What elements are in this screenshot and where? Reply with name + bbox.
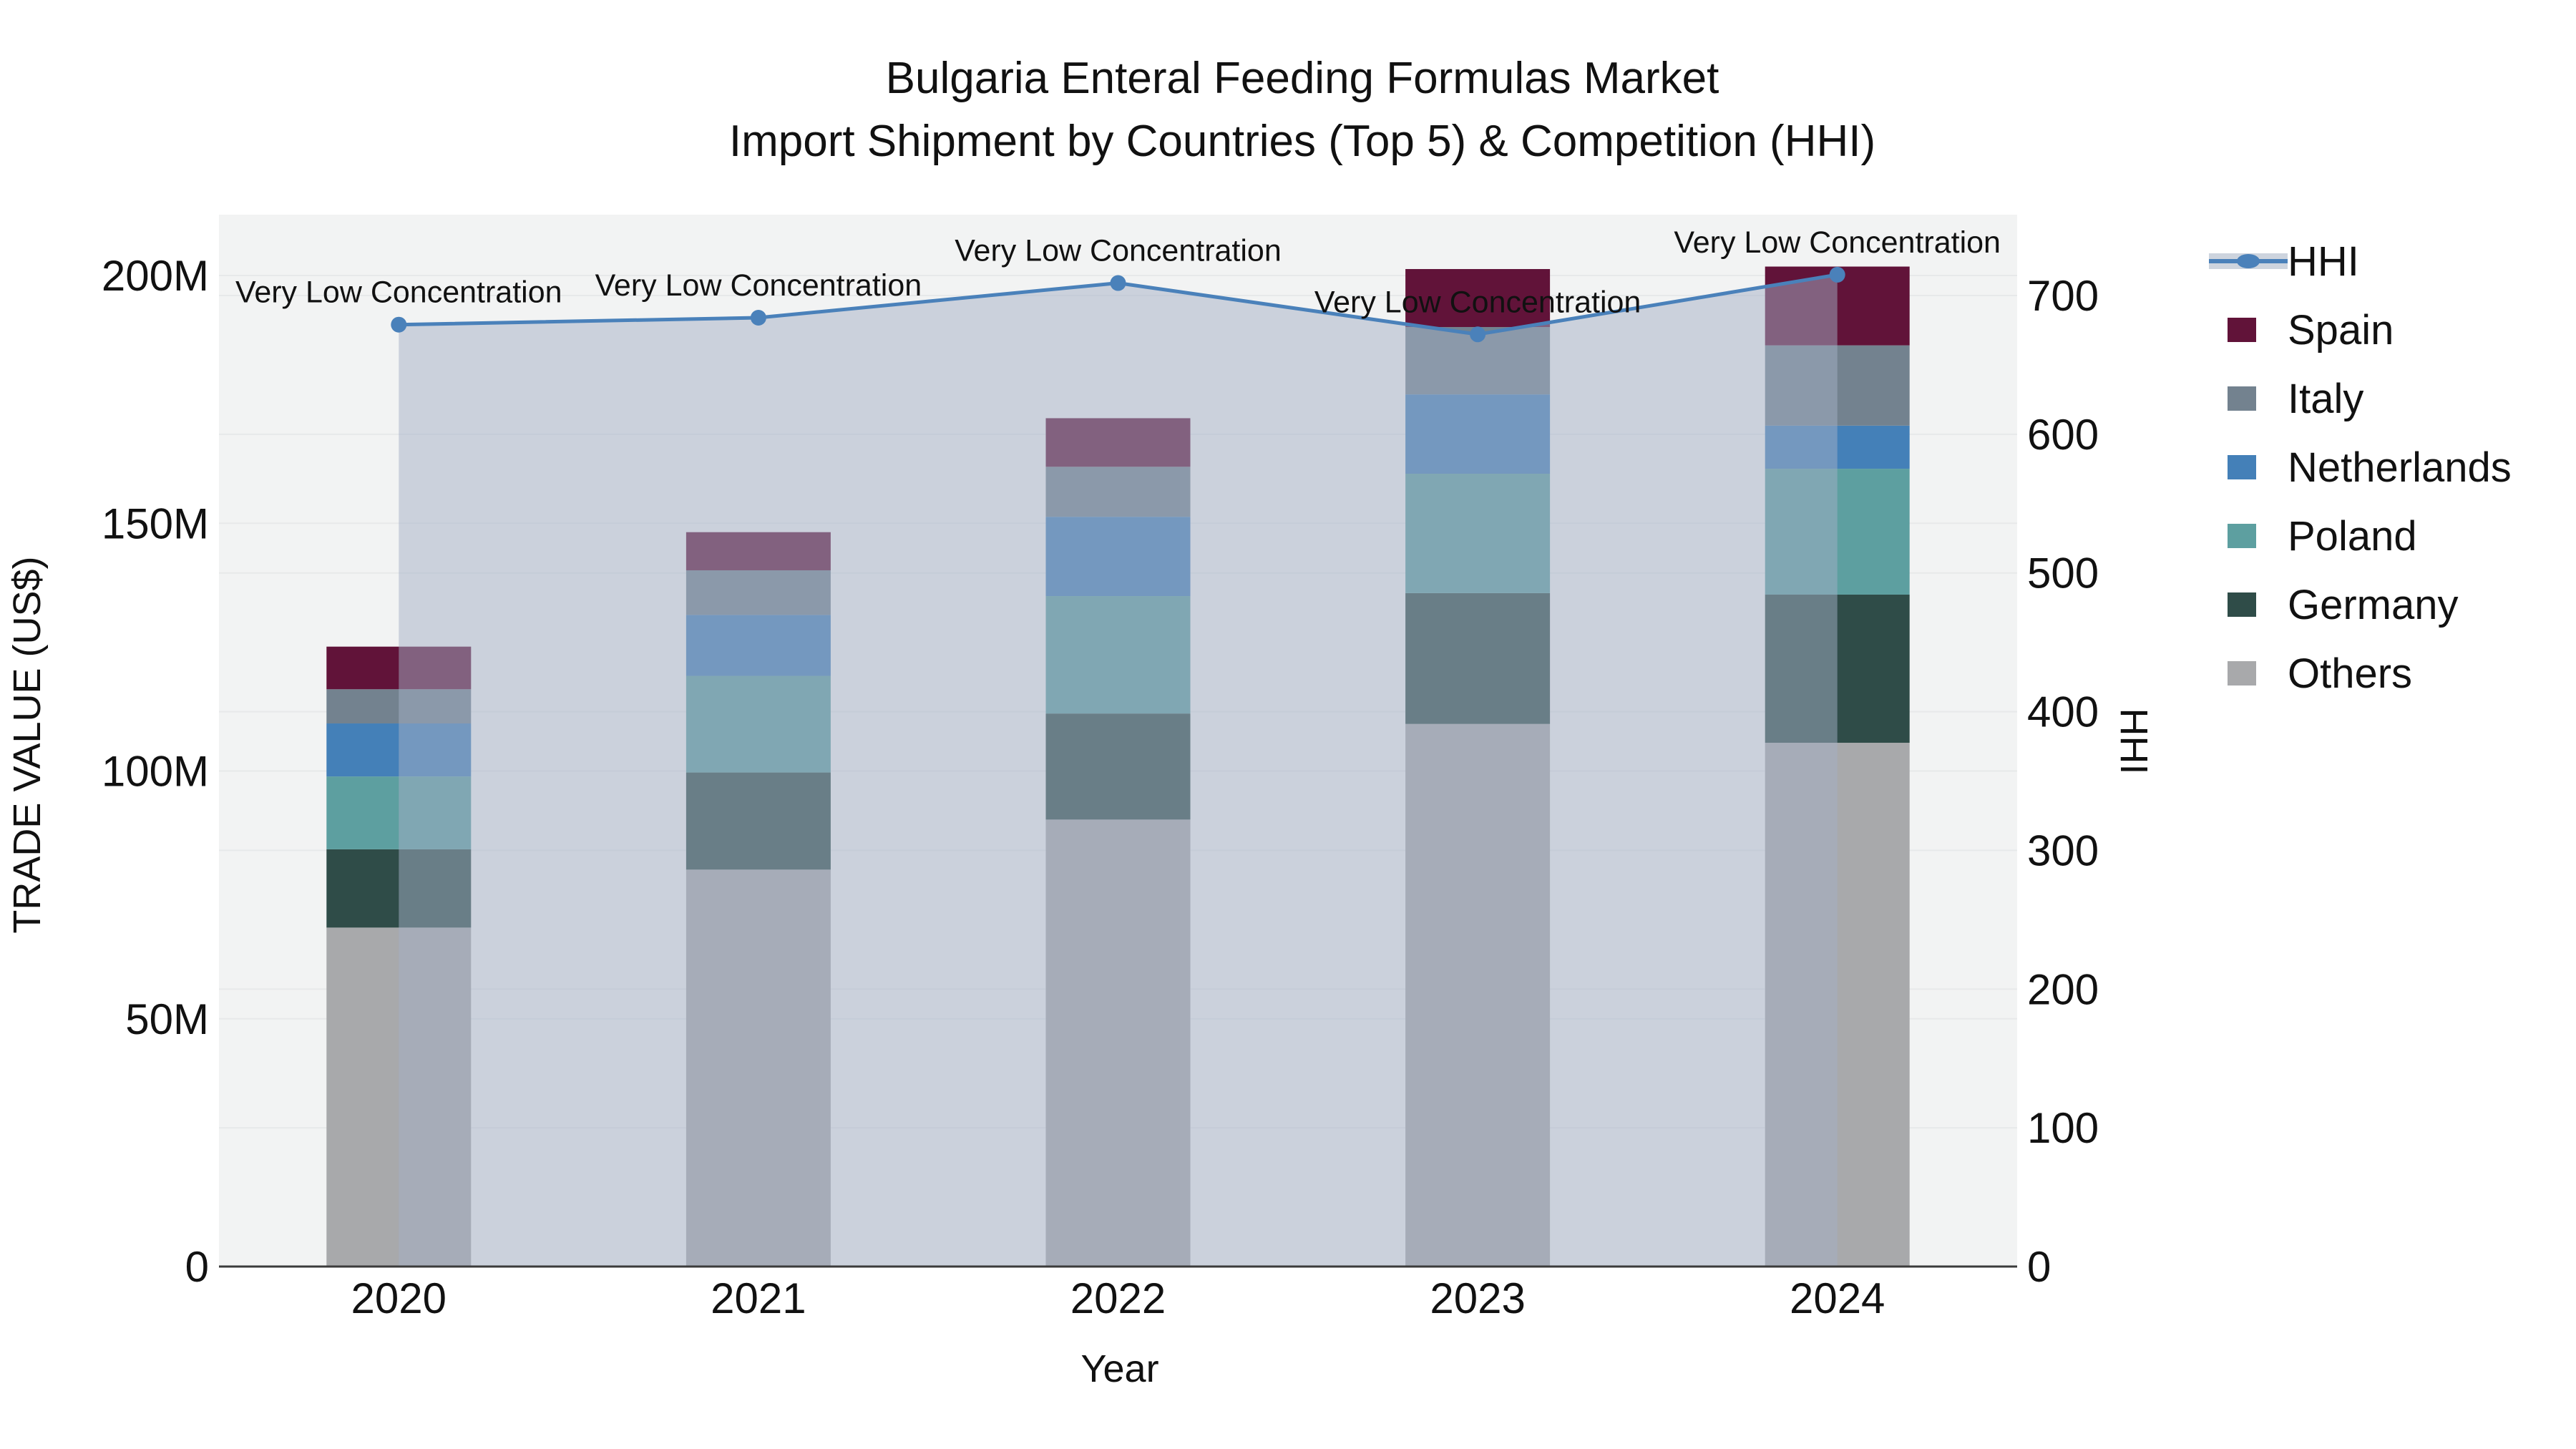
hhi-marker-2023[interactable] [1470,326,1486,343]
legend-item-germany[interactable]: Germany [2209,570,2512,639]
legend-swatch-poland [2209,502,2288,570]
legend-item-poland[interactable]: Poland [2209,502,2512,570]
hhi-marker-2024[interactable] [1829,266,1845,283]
annotation-2022: Very Low Concentration [955,234,1282,268]
hhi-line-icon [2209,227,2288,296]
y-left-tick-0: 0 [185,1243,209,1291]
legend-label-poland: Poland [2288,512,2417,560]
x-tick-2021: 2021 [711,1274,806,1322]
y-right-tick-0: 0 [2027,1243,2051,1291]
annotation-2021: Very Low Concentration [595,268,922,303]
legend-item-spain[interactable]: Spain [2209,296,2512,364]
legend-item-hhi[interactable]: HHI [2209,227,2512,296]
y-axis-title-right: HHI [2112,708,2155,775]
legend-item-others[interactable]: Others [2209,639,2512,708]
y-right-tick-100: 100 [2027,1104,2099,1152]
legend-swatch-italy [2209,364,2288,433]
legend-label-hhi: HHI [2288,238,2359,285]
annotation-2020: Very Low Concentration [235,275,562,310]
y-left-tick-100M: 100M [102,748,209,796]
annotation-2023: Very Low Concentration [1314,285,1641,319]
hhi-marker-2020[interactable] [391,316,407,333]
hhi-marker-2021[interactable] [750,310,766,326]
legend-swatch-spain [2209,296,2288,364]
legend-item-italy[interactable]: Italy [2209,364,2512,433]
x-tick-2020: 2020 [351,1274,447,1322]
legend: HHI Spain Italy Netherlands Poland Germany Oth… [2209,227,2512,708]
x-axis-title: Year [1080,1347,1159,1390]
y-axis-title-left: TRADE VALUE (US$) [6,556,49,934]
legend-swatch-others [2209,639,2288,708]
legend-swatch-netherlands [2209,433,2288,502]
y-left-tick-150M: 150M [102,499,209,547]
x-tick-2023: 2023 [1430,1274,1525,1322]
legend-label-italy: Italy [2288,375,2364,422]
legend-label-germany: Germany [2288,581,2459,628]
y-right-tick-300: 300 [2027,826,2099,874]
y-left-tick-200M: 200M [102,252,209,300]
legend-swatch-germany [2209,570,2288,639]
hhi-marker-2022[interactable] [1110,275,1126,291]
legend-label-others: Others [2288,650,2413,697]
legend-label-spain: Spain [2288,306,2394,353]
x-tick-2024: 2024 [1790,1274,1885,1322]
y-right-tick-600: 600 [2027,411,2099,459]
annotation-2024: Very Low Concentration [1674,225,2001,260]
y-right-tick-700: 700 [2027,272,2099,320]
legend-label-netherlands: Netherlands [2288,444,2512,491]
legend-item-netherlands[interactable]: Netherlands [2209,433,2512,502]
hhi-area-fill [399,274,1838,1267]
bar-segment-2023-spain[interactable] [1405,268,1551,328]
y-right-tick-400: 400 [2027,688,2099,736]
chart-title: Bulgaria Enteral Feeding Formulas Market… [729,47,1875,173]
y-right-tick-500: 500 [2027,550,2099,597]
y-left-tick-50M: 50M [125,995,209,1043]
chart-title-line1: Bulgaria Enteral Feeding Formulas Market [885,54,1719,103]
x-tick-2022: 2022 [1070,1274,1166,1322]
chart-title-line2: Import Shipment by Countries (Top 5) & C… [728,117,1876,167]
y-right-tick-200: 200 [2027,965,2099,1013]
